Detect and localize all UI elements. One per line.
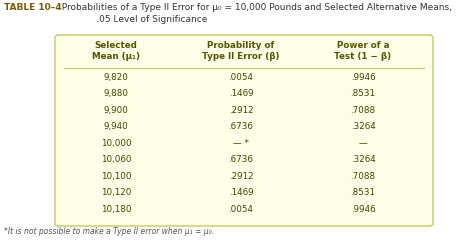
Text: 10,180: 10,180 (101, 205, 131, 214)
Text: .7088: .7088 (351, 172, 376, 181)
Text: 10,120: 10,120 (101, 188, 131, 197)
Text: —: — (359, 139, 367, 148)
Text: — *: — * (233, 139, 249, 148)
Text: .0054: .0054 (229, 205, 254, 214)
Text: .1469: .1469 (229, 89, 253, 98)
Text: .2912: .2912 (229, 172, 253, 181)
Text: .9946: .9946 (351, 205, 375, 214)
Text: 9,940: 9,940 (103, 122, 128, 131)
Text: Selected
Mean (μ₁): Selected Mean (μ₁) (92, 41, 140, 61)
Text: TABLE 10–4: TABLE 10–4 (4, 3, 61, 12)
Text: Probability of
Type II Error (β): Probability of Type II Error (β) (202, 41, 280, 61)
Text: Power of a
Test (1 − β): Power of a Test (1 − β) (334, 41, 392, 61)
Text: .2912: .2912 (229, 106, 253, 115)
Text: 9,900: 9,900 (103, 106, 128, 115)
Text: Probabilities of a Type II Error for μ₀ = 10,000 Pounds and Selected Alternative: Probabilities of a Type II Error for μ₀ … (56, 3, 452, 25)
FancyBboxPatch shape (55, 35, 433, 226)
Text: .7088: .7088 (351, 106, 376, 115)
Text: 10,100: 10,100 (101, 172, 131, 181)
Text: .3264: .3264 (351, 122, 375, 131)
Text: .3264: .3264 (351, 155, 375, 164)
Text: .0054: .0054 (229, 73, 254, 82)
Text: *It is not possible to make a Type II error when μ₁ = μ₀.: *It is not possible to make a Type II er… (4, 227, 214, 236)
Text: .1469: .1469 (229, 188, 253, 197)
Text: 10,060: 10,060 (101, 155, 131, 164)
Text: .8531: .8531 (351, 188, 376, 197)
Text: .8531: .8531 (351, 89, 376, 98)
Text: 10,000: 10,000 (101, 139, 131, 148)
Text: 9,820: 9,820 (103, 73, 128, 82)
Text: .9946: .9946 (351, 73, 375, 82)
Text: .6736: .6736 (229, 155, 254, 164)
Text: 9,880: 9,880 (103, 89, 128, 98)
Text: .6736: .6736 (229, 122, 254, 131)
